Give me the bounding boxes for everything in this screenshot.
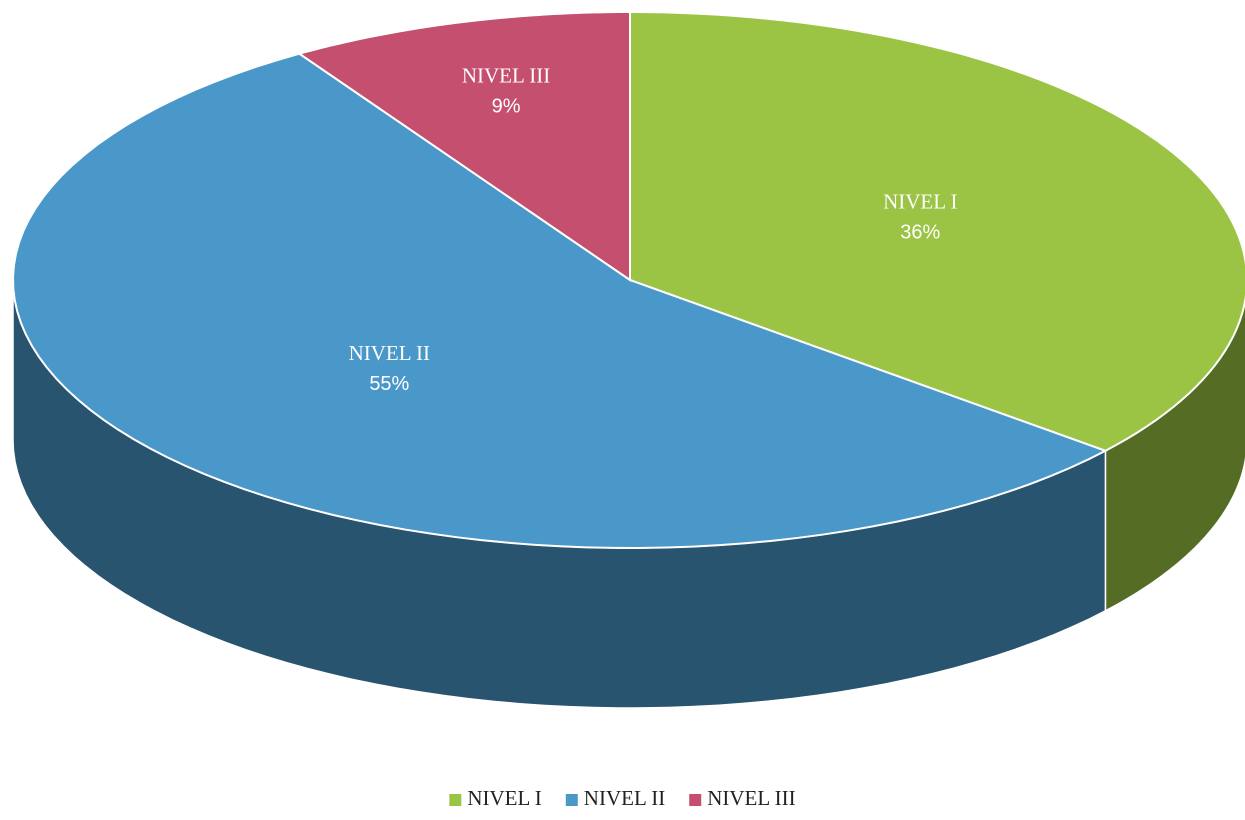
slice-value: 9%	[492, 96, 521, 118]
legend: NIVEL I NIVEL II NIVEL III	[449, 786, 796, 810]
legend-swatch	[449, 794, 462, 806]
legend-label: NIVEL I	[467, 786, 541, 810]
slice-value: 36%	[900, 222, 940, 244]
slice-value: 55%	[369, 373, 409, 395]
legend-swatch	[565, 794, 578, 806]
slice-label: NIVEL III	[462, 64, 550, 88]
legend-swatch	[689, 794, 702, 806]
slice-label: NIVEL I	[883, 190, 957, 214]
slice	[297, 10, 631, 282]
slice	[629, 10, 1245, 452]
slice-label: NIVEL II	[349, 341, 430, 365]
slice	[12, 52, 1108, 549]
legend-label: NIVEL III	[707, 786, 795, 810]
legend-label: NIVEL II	[584, 786, 665, 810]
